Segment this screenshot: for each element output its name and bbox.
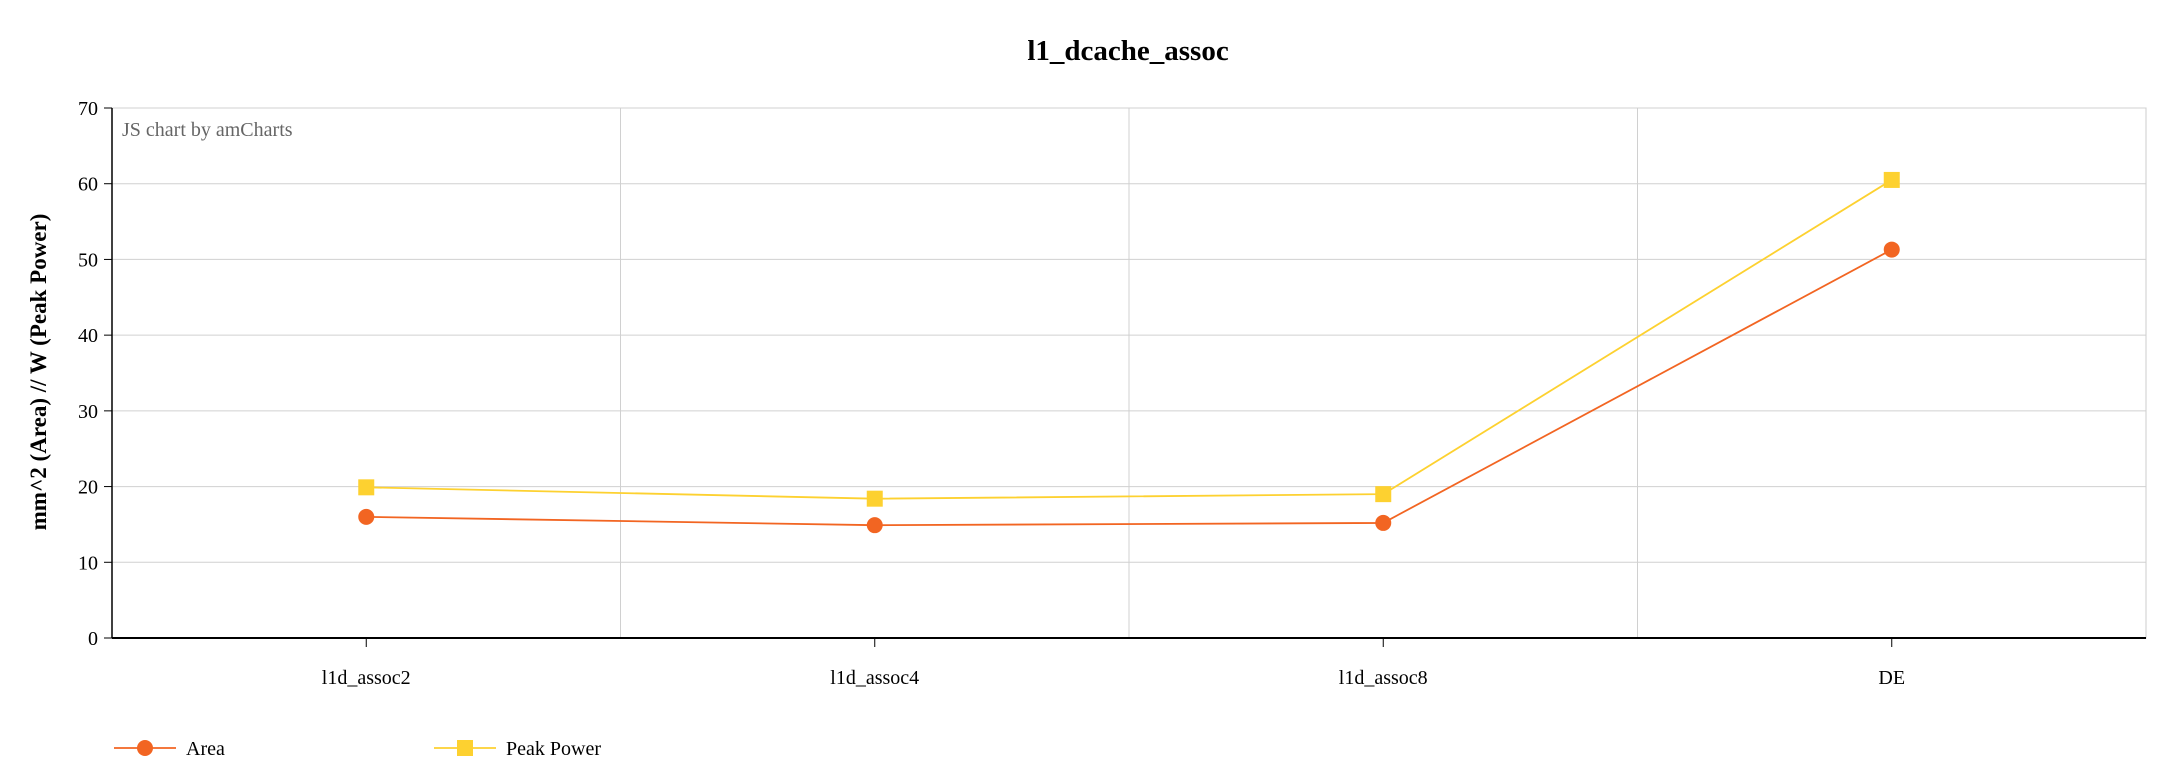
y-tick-label: 60 — [78, 174, 98, 196]
y-tick-label: 70 — [78, 98, 98, 120]
y-axis-label: mm^2 (Area) // W (Peak Power) — [26, 214, 51, 531]
data-point-0 — [358, 508, 375, 525]
series-line-1 — [366, 179, 1893, 500]
series-line-0 — [366, 248, 1893, 527]
y-tick-label: 0 — [88, 628, 98, 650]
data-point-1 — [358, 479, 375, 496]
x-tick-label: DE — [1878, 667, 1905, 689]
y-tick-label: 50 — [78, 249, 98, 271]
x-tick-label: l1d_assoc2 — [322, 667, 411, 689]
x-tick-label: l1d_assoc8 — [1339, 667, 1428, 689]
y-tick-label: 40 — [78, 325, 98, 347]
legend-item[interactable]: Peak Power — [434, 738, 601, 760]
y-tick-label: 20 — [78, 477, 98, 499]
legend-marker — [137, 740, 153, 756]
data-point-1 — [1375, 486, 1392, 503]
data-point-0 — [1883, 241, 1900, 258]
data-point-0 — [1375, 514, 1392, 531]
legend-item[interactable]: Area — [114, 738, 225, 760]
legend-label: Peak Power — [506, 738, 601, 760]
chart-title: l1_dcache_assoc — [1027, 35, 1229, 67]
data-point-1 — [1883, 171, 1900, 188]
legend: Area Peak Power — [114, 738, 601, 760]
legend-marker — [457, 740, 473, 756]
legend-label: Area — [186, 738, 225, 760]
x-tick-label: l1d_assoc4 — [830, 667, 919, 689]
y-tick-label: 30 — [78, 401, 98, 423]
data-point-0 — [866, 517, 883, 534]
data-point-1 — [866, 490, 883, 507]
y-tick-label: 10 — [78, 552, 98, 574]
chart-credit[interactable]: JS chart by amCharts — [122, 119, 293, 141]
plot-area: 0 10 20 30 40 50 60 70 l1d_assoc2 l1d_assoc4 l1d_a… — [78, 98, 2147, 689]
